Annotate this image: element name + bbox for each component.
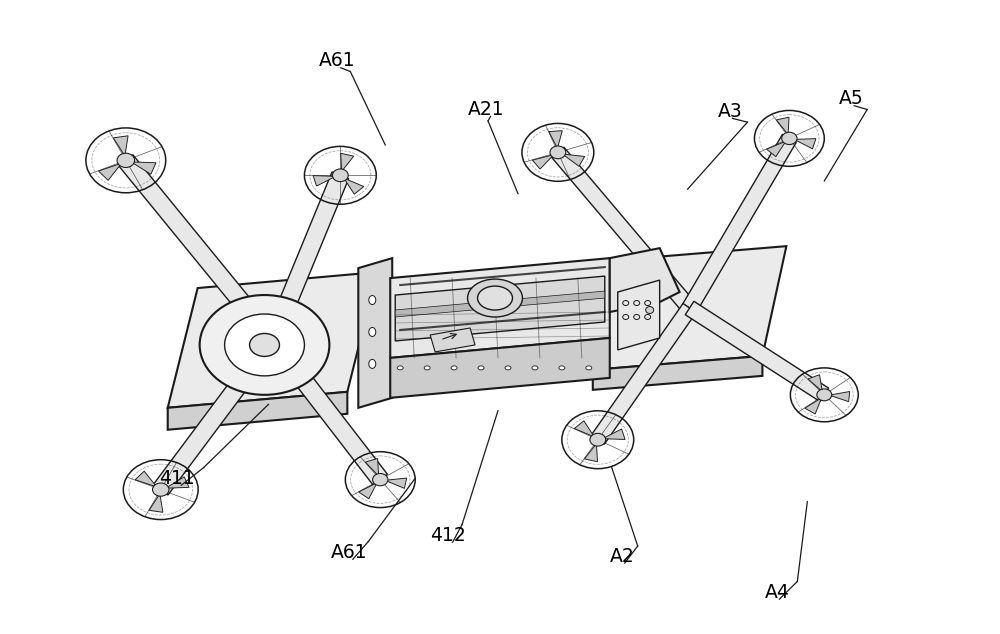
- Ellipse shape: [478, 286, 512, 310]
- Ellipse shape: [646, 306, 654, 313]
- Ellipse shape: [550, 146, 566, 158]
- Text: 412: 412: [430, 526, 466, 545]
- Ellipse shape: [332, 169, 348, 182]
- Polygon shape: [552, 147, 696, 313]
- Polygon shape: [313, 176, 335, 186]
- Ellipse shape: [593, 436, 602, 443]
- Polygon shape: [344, 178, 364, 194]
- Polygon shape: [593, 246, 786, 370]
- Polygon shape: [610, 248, 680, 312]
- Polygon shape: [794, 139, 816, 149]
- Ellipse shape: [505, 366, 511, 370]
- Polygon shape: [119, 155, 279, 346]
- Polygon shape: [358, 258, 392, 408]
- Polygon shape: [131, 162, 156, 174]
- Polygon shape: [549, 131, 562, 148]
- Ellipse shape: [369, 359, 376, 368]
- Polygon shape: [584, 444, 597, 462]
- Polygon shape: [532, 155, 554, 169]
- Ellipse shape: [782, 133, 797, 145]
- Ellipse shape: [156, 486, 165, 493]
- Ellipse shape: [376, 476, 384, 483]
- Text: A21: A21: [468, 100, 505, 119]
- Ellipse shape: [369, 328, 376, 337]
- Polygon shape: [603, 429, 625, 439]
- Polygon shape: [390, 258, 610, 358]
- Polygon shape: [265, 335, 387, 485]
- Ellipse shape: [397, 366, 403, 370]
- Polygon shape: [168, 392, 347, 430]
- Polygon shape: [154, 335, 280, 495]
- Ellipse shape: [559, 366, 565, 370]
- Ellipse shape: [590, 434, 606, 446]
- Polygon shape: [776, 117, 789, 134]
- Polygon shape: [685, 301, 829, 401]
- Polygon shape: [430, 328, 475, 352]
- Ellipse shape: [468, 279, 522, 317]
- Ellipse shape: [121, 157, 131, 164]
- Text: A5: A5: [839, 89, 864, 108]
- Polygon shape: [341, 153, 354, 171]
- Polygon shape: [113, 136, 128, 156]
- Text: A61: A61: [318, 51, 355, 70]
- Ellipse shape: [451, 366, 457, 370]
- Polygon shape: [264, 172, 349, 344]
- Polygon shape: [808, 375, 822, 391]
- Text: A2: A2: [610, 547, 635, 566]
- Ellipse shape: [225, 314, 304, 376]
- Polygon shape: [168, 272, 377, 408]
- Polygon shape: [591, 304, 696, 444]
- Ellipse shape: [820, 392, 828, 398]
- Ellipse shape: [373, 474, 388, 486]
- Polygon shape: [98, 164, 122, 180]
- Polygon shape: [166, 477, 189, 488]
- Ellipse shape: [785, 135, 794, 142]
- Polygon shape: [395, 291, 605, 317]
- Ellipse shape: [250, 333, 279, 356]
- Polygon shape: [683, 134, 796, 312]
- Polygon shape: [365, 458, 379, 476]
- Ellipse shape: [153, 483, 169, 496]
- Ellipse shape: [532, 366, 538, 370]
- Polygon shape: [805, 398, 822, 414]
- Polygon shape: [385, 478, 407, 488]
- Text: A4: A4: [764, 583, 789, 602]
- Ellipse shape: [117, 153, 135, 167]
- Text: 411: 411: [159, 469, 194, 488]
- Ellipse shape: [200, 295, 329, 395]
- Text: A61: A61: [330, 543, 367, 562]
- Polygon shape: [562, 154, 585, 166]
- Polygon shape: [618, 280, 660, 350]
- Polygon shape: [574, 421, 594, 437]
- Polygon shape: [359, 482, 377, 499]
- Ellipse shape: [478, 366, 484, 370]
- Polygon shape: [135, 471, 157, 487]
- Polygon shape: [395, 276, 605, 341]
- Ellipse shape: [817, 389, 832, 401]
- Ellipse shape: [336, 172, 345, 179]
- Polygon shape: [390, 338, 610, 398]
- Polygon shape: [767, 141, 786, 157]
- Ellipse shape: [424, 366, 430, 370]
- Polygon shape: [149, 494, 163, 512]
- Ellipse shape: [586, 366, 592, 370]
- Text: A3: A3: [718, 102, 742, 121]
- Ellipse shape: [369, 295, 376, 304]
- Ellipse shape: [554, 149, 562, 156]
- Polygon shape: [829, 392, 850, 401]
- Polygon shape: [593, 356, 762, 390]
